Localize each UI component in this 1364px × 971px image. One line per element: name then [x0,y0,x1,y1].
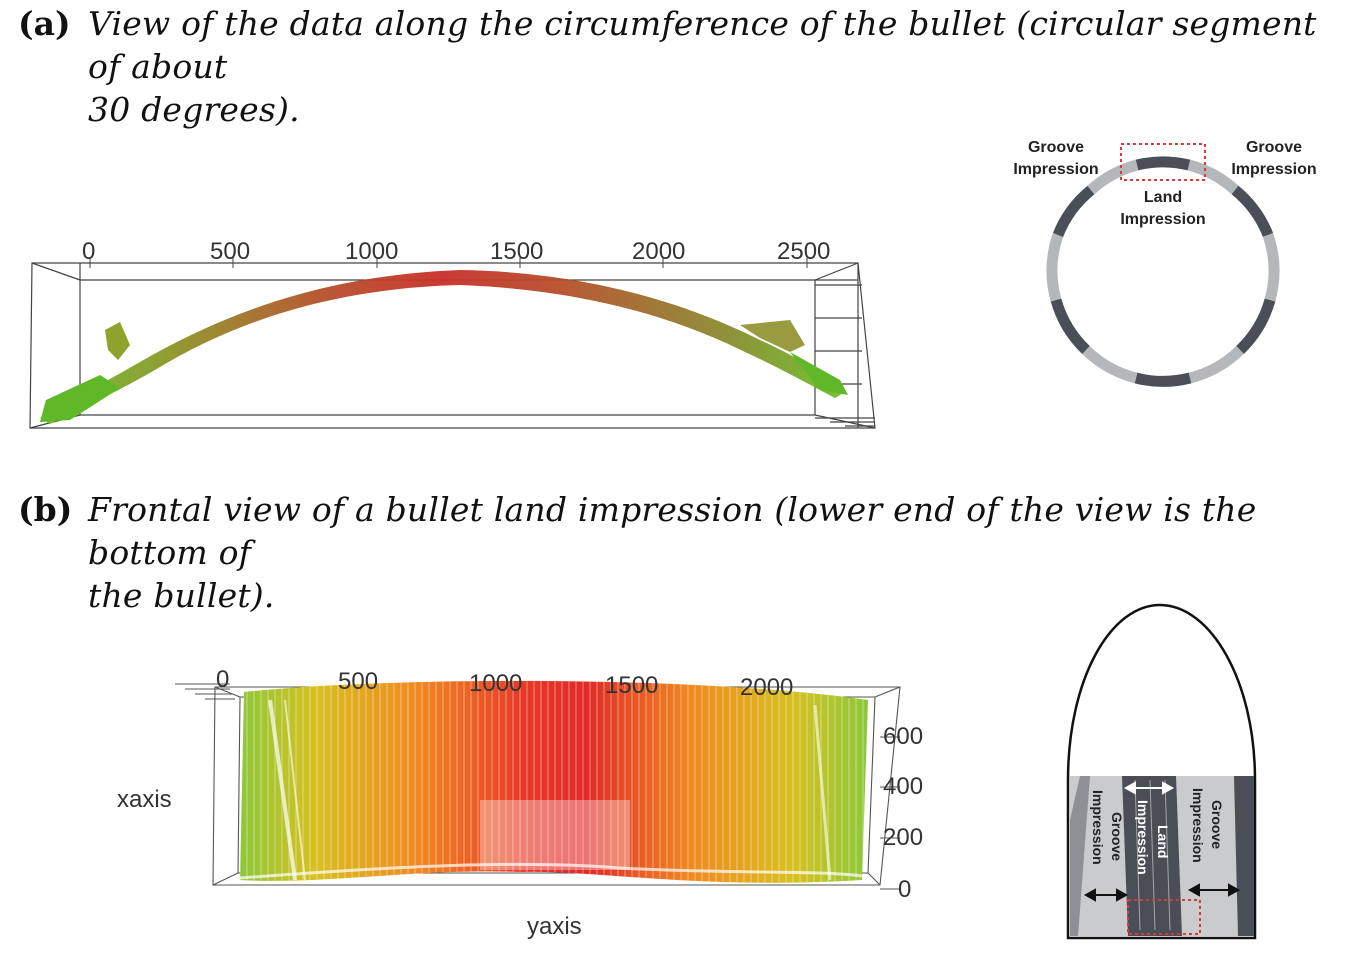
caption-a: (a) View of the data along the circumfer… [18,2,1348,131]
tick-b-z-600: 600 [883,723,924,750]
land-highlight-box [1120,143,1206,181]
caption-b-label: (b) [18,490,73,529]
diagram-b-groove-right-2: Impression [1190,788,1206,863]
yaxis-label: yaxis [527,913,582,940]
tick-b-x-500: 500 [338,668,379,695]
tick-a-1000: 1000 [345,238,399,265]
tick-b-z-0: 0 [898,876,912,903]
diagram-a-land-2: Impression [1120,211,1205,228]
tick-a-0: 0 [82,238,96,265]
tick-b-x-2000: 2000 [740,674,794,701]
diagram-a-groove-left-2: Impression [1013,161,1098,178]
caption-a-line1: View of the data along the circumference… [88,4,1317,86]
tick-a-500: 500 [210,238,251,265]
diagram-a-groove-left-1: Groove [1028,139,1084,156]
tick-a-2000: 2000 [632,238,686,265]
diagram-b-land-1: Land [1155,825,1171,858]
tick-b-z-200: 200 [883,824,924,851]
tick-a-1500: 1500 [490,238,544,265]
tick-b-x-0: 0 [216,666,230,693]
diagram-a-groove-right-2: Impression [1231,161,1316,178]
caption-a-label: (a) [18,4,71,43]
tick-b-x-1500: 1500 [605,672,659,699]
caption-a-line2: 30 degrees). [88,90,300,129]
caption-b-line1: Frontal view of a bullet land impression… [88,490,1257,572]
panel-b-surface [239,680,868,883]
xaxis-label: xaxis [117,786,172,813]
caption-b: (b) Frontal view of a bullet land impres… [18,488,1348,617]
tick-b-x-1000: 1000 [469,670,523,697]
diagram-b-groove-right-1: Groove [1209,800,1225,849]
diagram-b-groove-left-2: Impression [1090,790,1106,865]
tick-b-z-400: 400 [883,773,924,800]
caption-b-line2: the bullet). [88,576,275,615]
panel-a-ticklines [89,258,808,268]
land-highlight-box-b [1127,899,1201,935]
diagram-a-groove-right-1: Groove [1246,139,1302,156]
tick-a-2500: 2500 [777,238,831,265]
diagram-b-groove-left-1: Groove [1109,812,1125,861]
panel-a-arc [40,270,848,424]
diagram-b-land-2: Impression [1135,800,1151,875]
diagram-a-land-1: Land [1144,189,1182,206]
